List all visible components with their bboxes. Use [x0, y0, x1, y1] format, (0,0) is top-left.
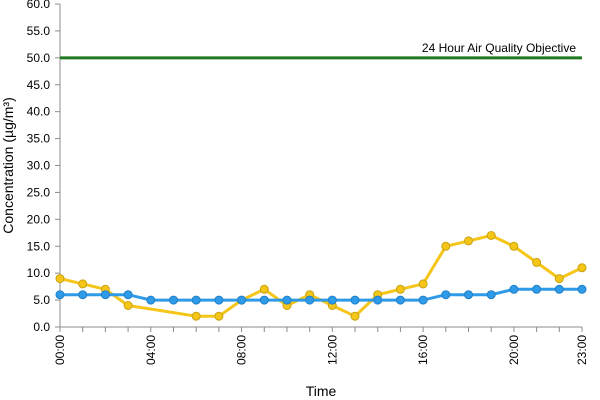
series-2-point	[418, 295, 428, 305]
y-tick-label: 35.0	[27, 132, 51, 146]
series-2-point	[55, 290, 65, 300]
x-tick-label: 12:00	[325, 335, 339, 365]
series-2-point	[327, 295, 337, 305]
series-1-point	[554, 274, 564, 284]
series-2-point	[237, 295, 247, 305]
y-axis-title: Concentration (µg/m³)	[0, 97, 16, 233]
series-2-point	[78, 290, 88, 300]
series-2-point	[100, 290, 110, 300]
series-2-point	[169, 295, 178, 305]
series-2-point	[554, 284, 564, 294]
y-tick-label: 25.0	[27, 185, 51, 199]
series-1-point	[418, 279, 428, 289]
y-tick-label: 5.0	[33, 293, 50, 307]
series-1-point	[509, 241, 519, 251]
series-2-point	[305, 295, 315, 305]
air-quality-objective-label: 24 Hour Air Quality Objective	[422, 41, 576, 55]
series-1-point	[78, 279, 88, 289]
series-1-point	[123, 301, 133, 310]
y-tick-label: 60.0	[27, 0, 51, 11]
y-tick-label: 10.0	[27, 266, 51, 280]
y-tick-label: 45.0	[27, 78, 51, 92]
x-tick-label: 23:00	[575, 335, 589, 365]
series-1-point	[214, 311, 224, 321]
series-2-point	[350, 295, 360, 305]
series-1-point	[350, 311, 360, 321]
series-1-line	[59, 234, 583, 318]
y-tick-label: 50.0	[27, 51, 51, 65]
series-2-point	[214, 295, 224, 305]
series-2-point	[441, 290, 451, 300]
y-tick-label: 40.0	[27, 105, 51, 119]
series-2-point	[509, 284, 519, 294]
x-axis-title: Time	[306, 383, 337, 399]
series-1-point	[259, 284, 269, 294]
x-tick-label: 20:00	[507, 335, 521, 365]
x-tick-label: 08:00	[235, 335, 249, 365]
series-2-point	[577, 284, 587, 294]
series-2-point	[191, 295, 201, 305]
series-1-point	[532, 257, 542, 267]
series-1-point	[55, 274, 65, 284]
x-tick-label: 04:00	[144, 335, 158, 365]
series-1-point	[577, 263, 587, 273]
x-tick-label: 16:00	[416, 335, 430, 365]
series-2-point	[123, 290, 133, 300]
y-tick-label: 30.0	[27, 159, 51, 173]
series-2-point	[395, 295, 405, 305]
series-1-point	[464, 236, 473, 246]
y-tick-label: 20.0	[27, 212, 51, 226]
series-1-point	[441, 241, 451, 251]
series-2-point	[486, 290, 496, 300]
series-2-point	[146, 295, 156, 305]
series-2-point	[373, 295, 383, 305]
reference-line-group: 24 Hour Air Quality Objective	[60, 41, 582, 60]
series-1-point	[486, 231, 496, 240]
axes: 0.0 5.0 10.0 15.0 20.0 25.0 30.0 35.0 40.0 45.0 50…	[27, 0, 589, 365]
series-2-point	[464, 290, 473, 300]
y-tick-label: 0.0	[33, 320, 50, 334]
series-2-point	[259, 295, 269, 305]
series-group	[55, 231, 587, 321]
series-2-point	[532, 284, 542, 294]
y-tick-label: 55.0	[27, 24, 51, 38]
series-2-point	[282, 295, 292, 305]
series-1-point	[191, 311, 201, 321]
x-tick-label: 00:00	[53, 335, 67, 365]
series-1-point	[395, 284, 405, 294]
y-tick-label: 15.0	[27, 239, 51, 253]
